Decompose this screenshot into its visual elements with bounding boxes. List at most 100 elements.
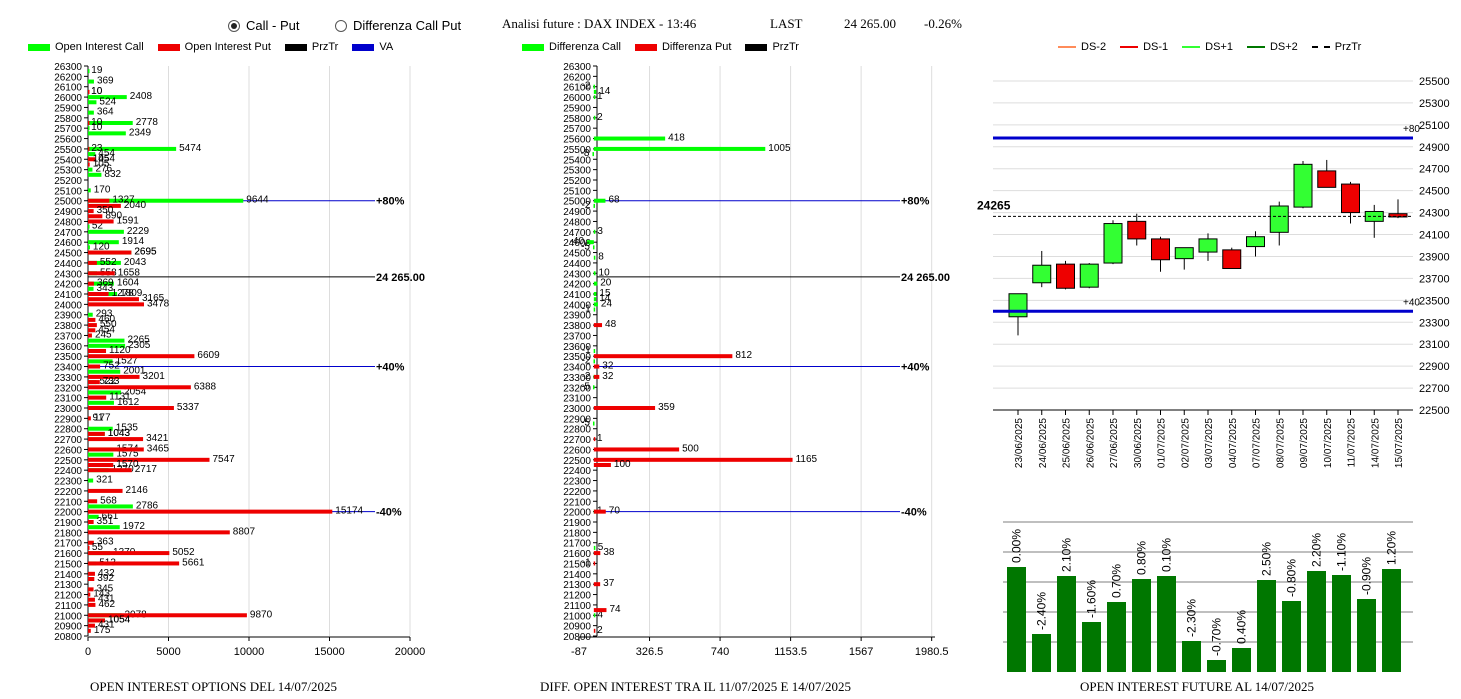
strike-tick-label: 25700 xyxy=(54,124,82,135)
call-bar xyxy=(88,100,97,105)
put-bar-label: -1 xyxy=(582,557,591,568)
price-tick-label: 24700 xyxy=(1419,164,1450,176)
put-bar xyxy=(88,349,107,353)
va-line-label: +80 xyxy=(1403,124,1420,135)
date-tick-label: 24/06/2025 xyxy=(1038,418,1049,468)
radio-label: Differenza Call Put xyxy=(353,18,462,33)
legend-diff-call: Differenza Call xyxy=(549,41,621,53)
candle-body xyxy=(1008,293,1028,318)
put-bar xyxy=(88,447,144,452)
put-bar xyxy=(88,333,92,338)
last-label: LAST xyxy=(770,16,803,31)
call-bar-label: 524 xyxy=(99,96,116,107)
candle-body xyxy=(1151,238,1170,261)
put-bar-label: 1327 xyxy=(112,195,135,206)
put-bar xyxy=(88,297,139,302)
put-bar-label: 454 xyxy=(98,324,115,335)
put-bar xyxy=(88,121,90,125)
put-bar xyxy=(88,162,90,167)
legend-oi-va: VA xyxy=(379,41,394,53)
put-bar-label: 10 xyxy=(91,117,103,128)
legend-diff-przTr: PrzTr xyxy=(772,41,799,53)
put-bar-label: 9870 xyxy=(250,609,273,620)
strike-tick-label: 25500 xyxy=(563,145,591,156)
put-bar xyxy=(88,380,100,385)
strike-tick-label: 24300 xyxy=(54,269,82,280)
put-bar-label: 1 xyxy=(597,433,603,444)
strike-tick-label: 25400 xyxy=(563,155,591,166)
strike-tick-label: 22100 xyxy=(54,497,82,508)
date-tick-label: 15/07/2025 xyxy=(1394,418,1405,468)
call-bar xyxy=(88,229,124,234)
call-bar xyxy=(88,240,119,245)
put-bar xyxy=(88,613,247,618)
strike-tick-label: 22300 xyxy=(563,477,591,488)
strike-tick-label: 22500 xyxy=(54,456,82,467)
legend-ds+1: DS+1 xyxy=(1205,41,1233,53)
call-bar xyxy=(88,312,93,317)
radio-call-put[interactable]: Call - Put xyxy=(228,18,299,33)
put-bar-label: 5337 xyxy=(177,402,200,413)
call-bar-label: 8 xyxy=(598,252,604,263)
strike-tick-label: 20800 xyxy=(54,632,82,643)
put-bar xyxy=(88,203,121,208)
put-bar xyxy=(88,364,101,369)
call-bar xyxy=(593,359,595,364)
strike-tick-label: 23600 xyxy=(54,342,82,353)
candle-body xyxy=(1317,170,1337,188)
date-tick-label: 10/07/2025 xyxy=(1323,418,1334,468)
call-bar xyxy=(88,172,102,177)
strike-tick-label: 25800 xyxy=(563,114,591,125)
strike-tick-label: 25400 xyxy=(54,155,82,166)
put-bar xyxy=(593,551,601,556)
call-bar-label: 1604 xyxy=(117,278,140,289)
radio-differenza-call-put[interactable]: Differenza Call Put xyxy=(335,18,461,33)
legend-ds-1: DS-1 xyxy=(1143,41,1169,53)
call-bar-label: 1527 xyxy=(116,355,139,366)
price-tick-label: 25300 xyxy=(1419,98,1450,110)
candle-body xyxy=(1293,163,1313,208)
put-bar xyxy=(88,374,140,379)
date-tick-label: 25/06/2025 xyxy=(1062,418,1073,468)
put-bar xyxy=(88,317,96,322)
put-bar xyxy=(593,406,656,410)
put-bar xyxy=(88,587,94,592)
strike-tick-label: 21700 xyxy=(54,539,82,550)
candle-body xyxy=(1388,213,1408,218)
call-bar xyxy=(88,452,114,457)
call-bar xyxy=(88,525,120,530)
strike-tick-label: 23200 xyxy=(54,383,82,394)
price-tick-label: 24900 xyxy=(1419,142,1450,154)
put-bar-label: 392 xyxy=(97,573,114,584)
strike-tick-label: 22600 xyxy=(563,445,591,456)
call-bar xyxy=(593,198,606,203)
x-tick-label: 1153.5 xyxy=(774,646,807,658)
put-bar xyxy=(593,437,596,442)
put-bar xyxy=(88,499,98,504)
call-bar xyxy=(88,260,121,265)
put-bar xyxy=(88,209,94,214)
future-oi-bar xyxy=(1032,634,1051,672)
put-bar xyxy=(88,416,91,421)
put-bar xyxy=(593,447,680,452)
call-bar xyxy=(593,297,597,302)
call-bar-label: 10 xyxy=(91,86,103,97)
call-bar-label: 2408 xyxy=(130,91,153,102)
strike-tick-label: 24100 xyxy=(563,290,591,301)
put-bar-label: 552 xyxy=(100,257,117,268)
put-bar xyxy=(88,488,123,493)
call-bar-label: 4 xyxy=(598,609,604,620)
put-bar-label: 733 xyxy=(103,376,120,387)
strike-tick-label: 25900 xyxy=(54,103,82,114)
call-bar-label: 321 xyxy=(96,475,113,486)
put-bar xyxy=(88,89,90,94)
strike-tick-label: 22200 xyxy=(54,487,82,498)
call-bar-label: -8 xyxy=(581,148,590,159)
put-bar-label: 345 xyxy=(97,583,114,594)
put-bar-label: 1131 xyxy=(109,392,131,403)
call-bar-label: 1005 xyxy=(768,143,791,154)
call-bar-label: 2229 xyxy=(127,226,150,237)
put-bar xyxy=(593,509,606,514)
oi-legend: Open Interest Call Open Interest Put Prz… xyxy=(28,41,393,53)
call-bar-label: 2054 xyxy=(124,386,147,397)
